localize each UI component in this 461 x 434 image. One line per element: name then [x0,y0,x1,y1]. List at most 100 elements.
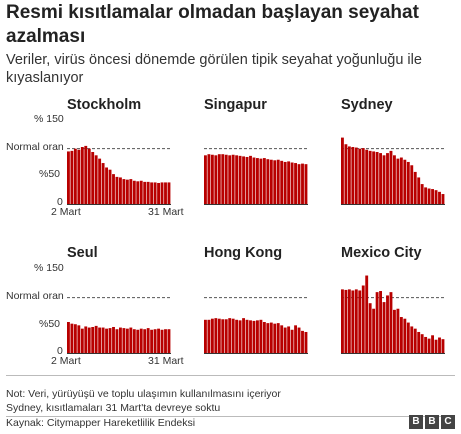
panel-seul [67,297,171,354]
bar [413,171,417,204]
bar [382,302,386,353]
bar [389,292,393,353]
bar [105,167,108,204]
bar [262,322,266,353]
bar [217,318,221,353]
bar [427,338,431,353]
bar [393,309,396,353]
bar [290,329,294,353]
bar [438,191,441,204]
bar [290,162,294,204]
bar [242,156,245,204]
bar [153,329,157,353]
bar [424,336,428,353]
bar [105,328,108,353]
bar [73,324,77,353]
panel-title-stockholm: Stockholm [67,97,142,113]
bar [287,161,291,204]
bar [80,328,84,353]
bar [431,189,434,204]
panel-title-sydney: Sydney [341,97,393,113]
bar [399,317,403,353]
bar [122,179,126,204]
source-text: Kaynak: Citymapper Hareketlilik Endeksi [6,417,196,429]
bar [347,146,351,204]
bar [256,320,259,353]
bar [108,328,112,353]
bar [235,319,239,353]
bar [403,318,407,353]
bar [276,159,280,204]
bar [424,187,428,204]
bar [301,330,304,353]
bar [259,158,263,204]
bar [136,181,140,204]
bar [73,148,77,204]
bar [101,327,105,353]
bar [379,291,382,353]
bar [157,328,160,353]
y-tick-50-row1: %50 [39,168,61,180]
bar [249,155,252,204]
bar [224,319,228,353]
bar [214,155,218,204]
bar [344,144,348,204]
bar [153,182,157,204]
bar [280,325,284,353]
bar [77,149,81,204]
bar [287,326,291,353]
panel-title-hong-kong: Hong Kong [204,245,283,261]
panel-mexico-city [341,275,445,354]
bar [143,181,147,204]
bar [94,325,98,353]
bar [283,327,287,353]
bar [207,154,211,204]
bar [297,164,301,204]
bar [129,179,133,204]
bar [441,194,445,204]
bar [98,158,102,204]
bar [396,308,400,353]
bar [417,177,421,204]
bar [67,322,70,353]
bar [372,308,376,353]
bar [132,180,136,204]
bar [438,337,441,353]
bar [238,155,242,204]
bar [347,289,351,353]
bar [157,182,160,204]
bar [273,160,277,204]
x-tick-start-row2: 2 Mart [51,355,81,367]
bar [386,153,389,204]
bar [365,275,369,353]
bar [87,327,91,353]
bar [70,323,74,353]
bar [341,137,344,204]
bar [167,329,171,353]
y-normal-label-row1: Normal oran [6,141,64,153]
bar [420,184,424,204]
bar [132,329,136,353]
bar [413,328,417,353]
bar [403,159,407,204]
bar [427,188,431,204]
bar [112,326,115,353]
bar [249,320,252,353]
panel-title-seul: Seul [67,245,98,261]
bar [150,182,154,204]
bar [361,285,365,353]
bar [242,318,245,353]
bar [112,174,115,204]
bar [341,289,344,353]
bar [164,182,167,204]
bar [396,158,400,204]
bar [224,154,228,204]
bar [119,177,122,204]
bar [259,319,263,353]
bar [160,182,164,204]
bar [406,161,410,204]
bbc-logo-letter: B [425,415,439,429]
bar [269,322,273,353]
bar [441,339,445,353]
bar [150,329,154,353]
